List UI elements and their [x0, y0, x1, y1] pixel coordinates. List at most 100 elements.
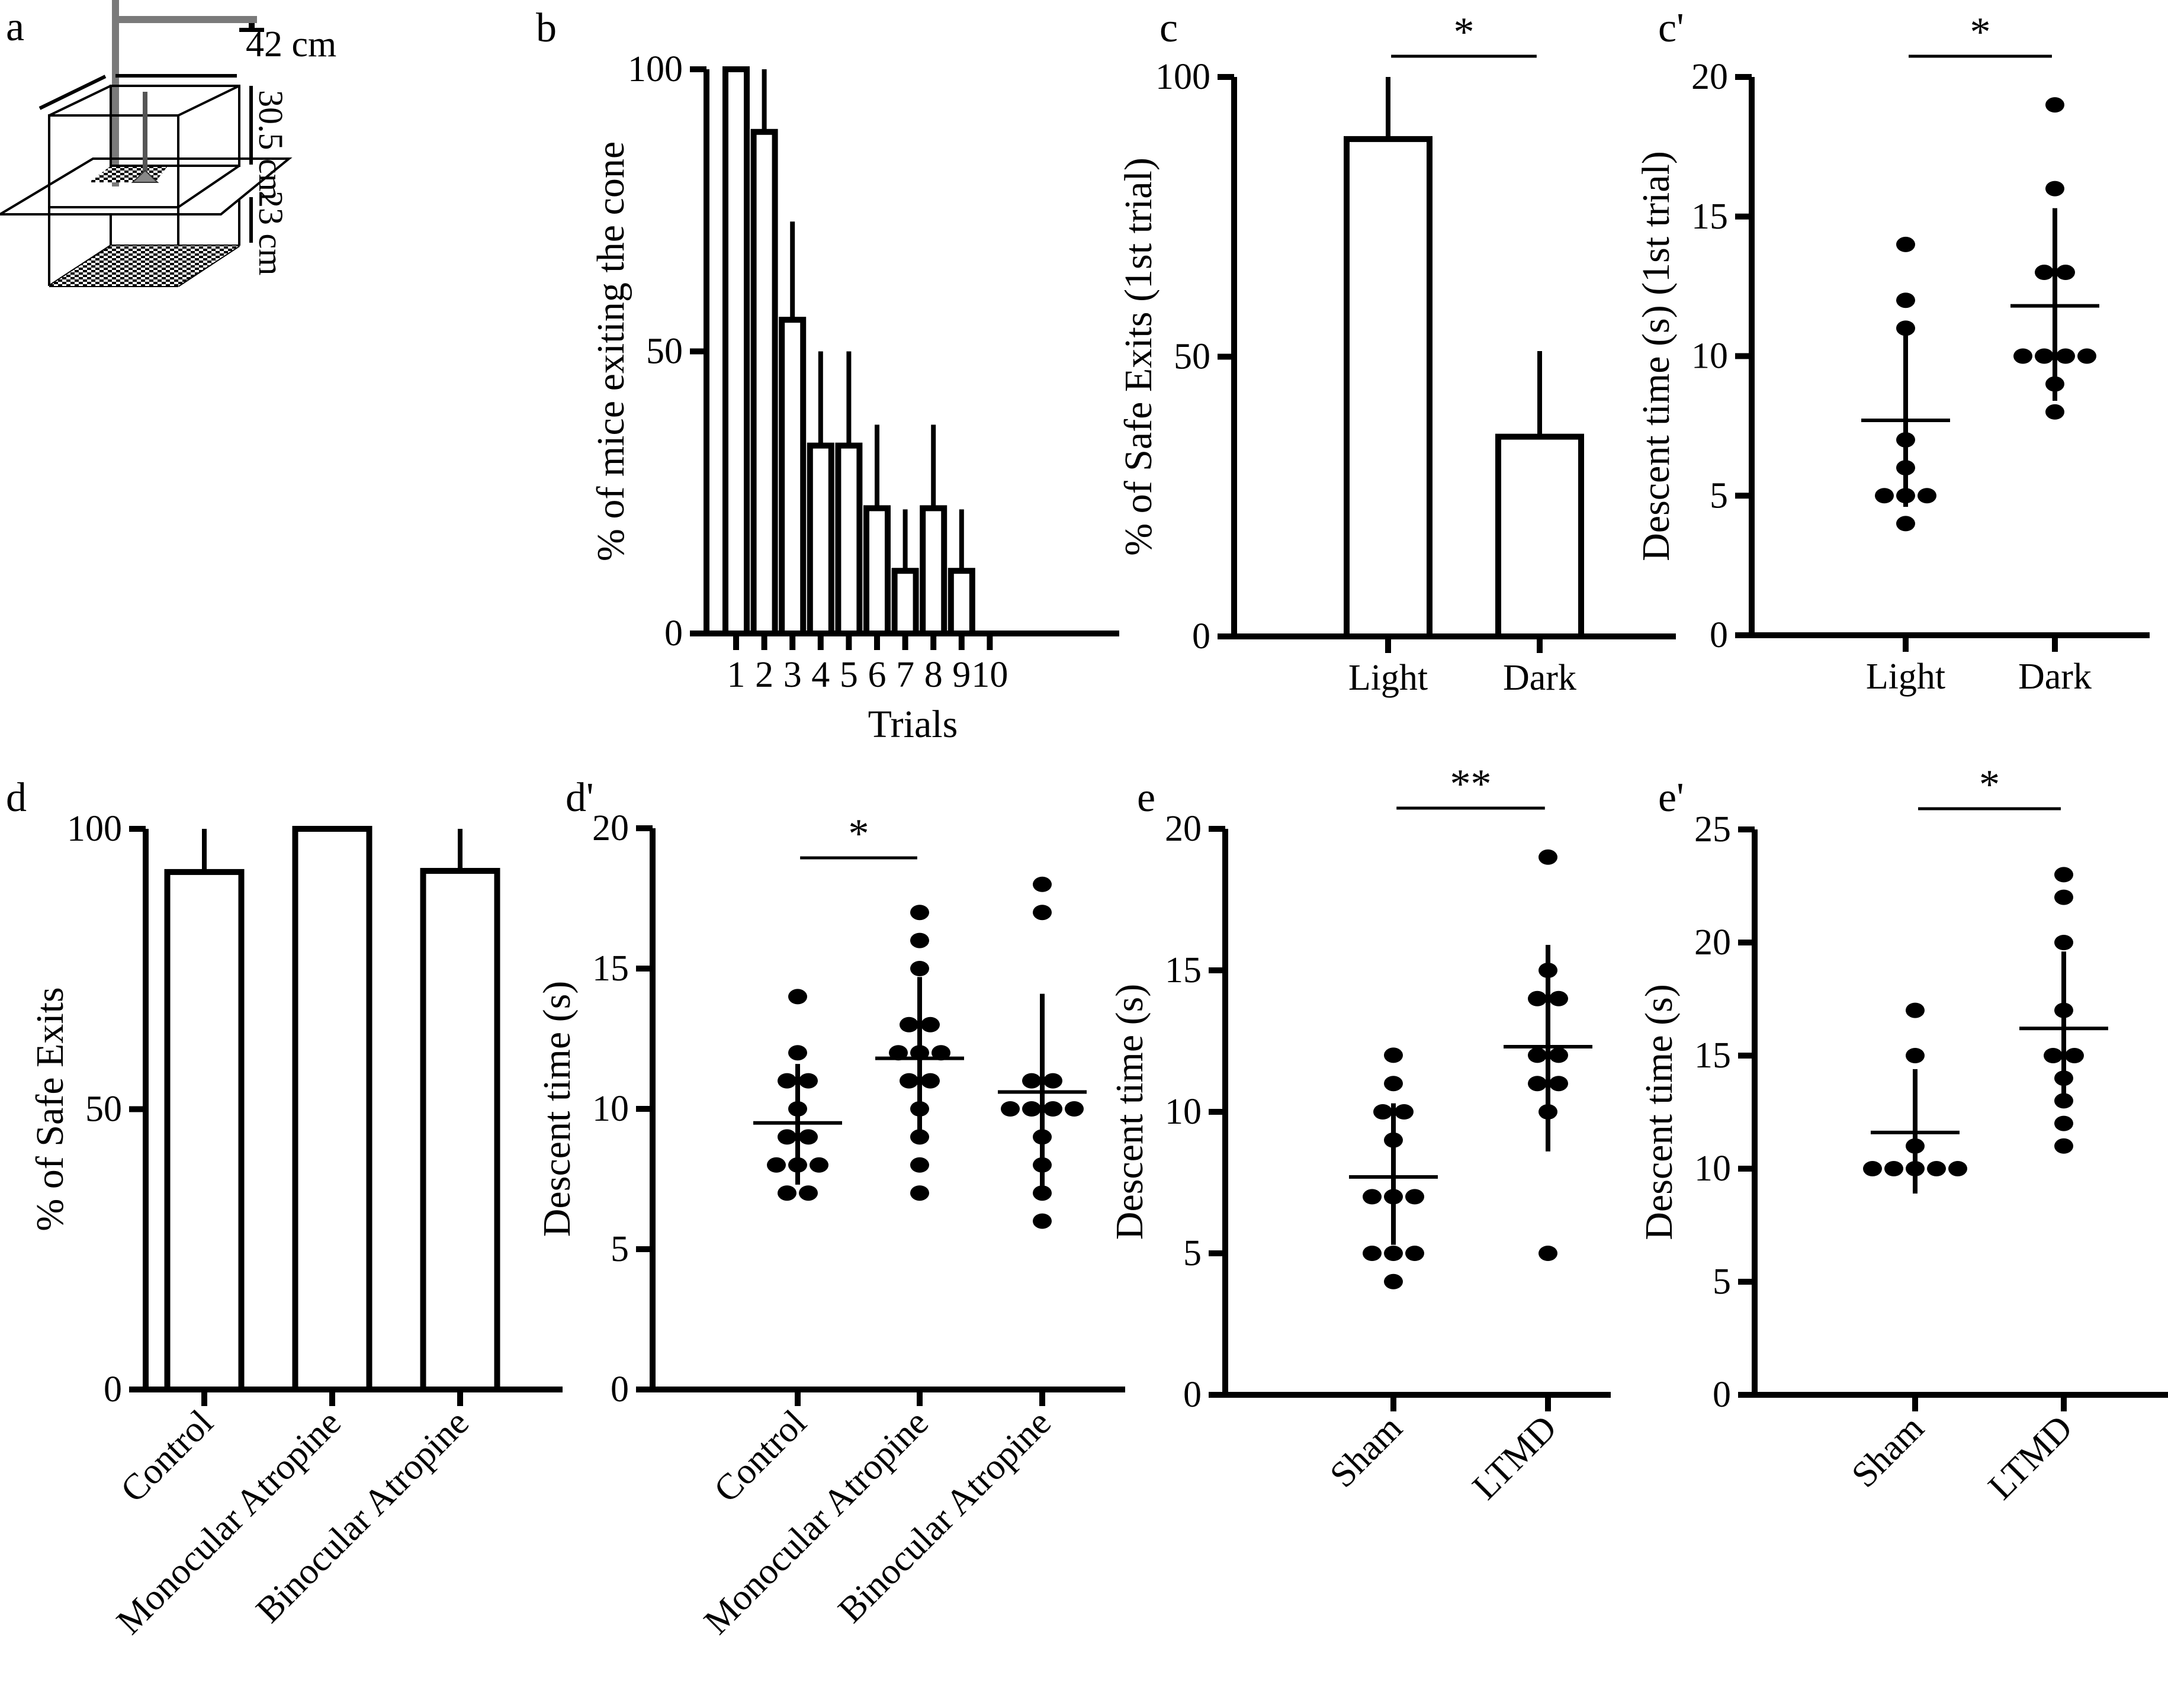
data-point — [1906, 1002, 1925, 1018]
y-tick-label: 100 — [1155, 57, 1210, 97]
data-point — [1863, 1161, 1882, 1176]
bar — [835, 442, 863, 636]
data-point — [2045, 376, 2064, 392]
data-point — [1043, 1101, 1062, 1117]
bar — [863, 505, 891, 637]
data-point — [1405, 1189, 1424, 1205]
x-axis-label: Trials — [868, 703, 958, 746]
bar — [750, 128, 778, 636]
y-tick-label: 5 — [611, 1229, 629, 1269]
significance-label: * — [849, 811, 869, 857]
y-axis-label: % of mice exiting the cone — [589, 141, 632, 561]
x-tick-label: 7 — [896, 655, 914, 695]
data-point — [1539, 963, 1557, 978]
data-point — [1373, 1104, 1392, 1120]
data-point — [1875, 488, 1894, 504]
x-tick-label: 9 — [952, 655, 971, 695]
data-point — [1896, 320, 1915, 336]
data-point — [1384, 1132, 1403, 1148]
data-point — [2045, 97, 2064, 113]
data-point — [910, 1185, 929, 1201]
data-point — [1033, 1129, 1052, 1145]
panel-b-chart: b 0 50 100 % of mice exiting the cone 1 2 3 4 5 6 7… — [536, 5, 1119, 746]
lamp-icon — [239, 23, 264, 32]
x-tick-label: Monocular Atropine — [109, 1403, 349, 1642]
data-point — [778, 1129, 796, 1145]
data-point — [1528, 1047, 1547, 1063]
data-point — [910, 1045, 929, 1061]
data-point — [1405, 1246, 1424, 1261]
data-point — [1884, 1161, 1903, 1176]
bar — [292, 826, 372, 1392]
data-point — [788, 1157, 807, 1173]
panel-a-apparatus: a 42 cm 30.5 cm 23 cm — [0, 0, 336, 287]
y-tick-label: 20 — [1691, 57, 1728, 97]
y-tick-label: 15 — [592, 948, 629, 989]
y-axis-label: Descent time (s) (1st trial) — [1634, 151, 1678, 561]
data-point — [1363, 1246, 1382, 1261]
y-axis-label: % of Safe Exits — [28, 987, 72, 1231]
x-tick-label: 5 — [840, 655, 858, 695]
data-point — [1384, 1076, 1403, 1092]
data-point — [1906, 1048, 1925, 1063]
panel-e2-chart: e' 0 5 10 15 20 25 Descent time (s) Sham LTMD * — [1637, 762, 2168, 1507]
data-point — [889, 1045, 908, 1061]
data-point — [2045, 181, 2064, 197]
data-point — [799, 1073, 818, 1089]
data-point — [932, 1045, 950, 1061]
y-tick-label: 0 — [664, 613, 683, 654]
data-point — [1528, 1076, 1547, 1092]
x-tick-label: 1 — [727, 655, 746, 695]
y-tick-label: 15 — [1694, 1035, 1731, 1076]
x-tick-label: Control — [706, 1403, 814, 1510]
data-point — [2044, 1048, 2063, 1063]
y-axis-label: Descent time (s) — [535, 981, 579, 1237]
bar — [1495, 433, 1584, 639]
y-tick-label: 10 — [1691, 336, 1728, 377]
x-tick-label: 4 — [811, 655, 830, 695]
bar — [779, 317, 807, 636]
y-tick-label: 0 — [104, 1369, 122, 1410]
data-point — [810, 1157, 828, 1173]
data-point — [1896, 488, 1915, 504]
data-point — [910, 1129, 929, 1145]
dimension-label-lower-height: 23 cm — [252, 191, 290, 275]
y-tick-label: 0 — [611, 1369, 629, 1410]
y-axis-label: % of Safe Exits (1st trial) — [1117, 157, 1160, 556]
x-tick-label: LTMD — [1465, 1408, 1565, 1507]
panel-e-chart: e 0 5 10 15 20 Descent time (s) Sham LTMD ** — [1108, 761, 1611, 1507]
x-tick-label: Dark — [1503, 658, 1576, 698]
y-tick-label: 0 — [1183, 1375, 1202, 1415]
data-point — [1384, 1273, 1403, 1289]
data-point — [1948, 1161, 1967, 1176]
data-point — [1539, 1104, 1557, 1120]
panel-letter: d' — [566, 775, 594, 821]
data-point — [1395, 1104, 1414, 1120]
y-tick-label: 50 — [1174, 337, 1210, 377]
panel-letter: c' — [1658, 5, 1684, 51]
data-point — [2056, 265, 2075, 281]
data-point — [921, 1073, 940, 1089]
data-point — [778, 1185, 796, 1201]
data-point — [910, 1157, 929, 1173]
data-point — [910, 1101, 929, 1117]
y-tick-label: 0 — [1713, 1375, 1731, 1415]
x-tick-label: Sham — [1844, 1408, 1932, 1495]
y-tick-label: 100 — [67, 809, 122, 849]
data-point — [2035, 265, 2054, 281]
data-point — [1033, 1213, 1052, 1229]
y-tick-label: 50 — [85, 1089, 122, 1130]
panel-letter: d — [6, 775, 27, 821]
x-tick-label: Binocular Atropine — [831, 1403, 1059, 1630]
x-tick-label: 8 — [924, 655, 943, 695]
bar — [164, 869, 245, 1392]
lamp-stand-pole — [112, 0, 119, 186]
data-point — [1022, 1073, 1041, 1089]
data-point — [2054, 1070, 2073, 1086]
data-point — [788, 1101, 807, 1117]
data-point — [2054, 1093, 2073, 1109]
y-tick-label: 0 — [1192, 616, 1210, 657]
data-point — [910, 961, 929, 976]
